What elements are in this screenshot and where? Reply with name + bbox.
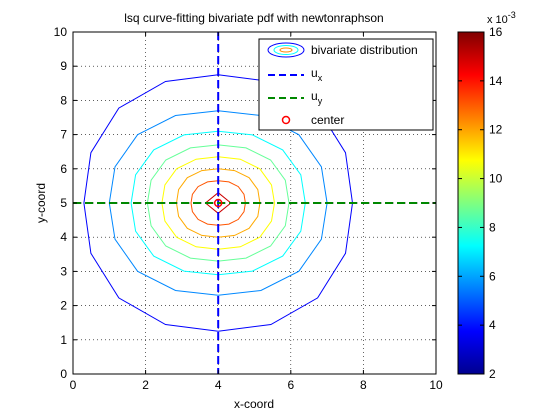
legend-uy-base: u <box>311 89 318 103</box>
x-tick-label: 4 <box>215 378 222 392</box>
x-tick-label: 10 <box>429 378 443 392</box>
legend-contour-swatch <box>267 42 305 58</box>
y-tick-label: 2 <box>60 299 67 313</box>
colorbar-tick-label: 2 <box>489 367 496 381</box>
contour-level-3 <box>130 130 306 276</box>
legend-label-uy: uy <box>311 89 323 106</box>
colorbar-tick-label: 16 <box>489 25 503 39</box>
colorbar-tick-label: 14 <box>489 74 503 88</box>
y-tick-label: 6 <box>60 162 67 176</box>
y-axis: 0 1 2 3 4 5 6 7 8 9 10 <box>54 25 436 381</box>
x-tick-label: 8 <box>360 378 367 392</box>
y-tick-label: 10 <box>54 25 68 39</box>
colorbar-multiplier-base: x 10 <box>487 14 508 26</box>
colorbar-ticks: 2 4 6 8 10 12 14 16 <box>458 25 503 381</box>
reference-lines <box>73 32 436 374</box>
colorbar-tick-label: 8 <box>489 220 496 234</box>
colorbar-tick-label: 6 <box>489 269 496 283</box>
colorbar-multiplier: x 10-3 <box>487 10 516 26</box>
legend-ux-base: u <box>311 66 318 80</box>
colorbar: 2 4 6 8 10 12 14 16 x 10-3 <box>457 10 516 381</box>
y-tick-label: 7 <box>60 128 67 142</box>
x-axis-label: x-coord <box>234 397 274 411</box>
x-tick-label: 0 <box>70 378 77 392</box>
colorbar-gradient <box>457 31 485 375</box>
legend-uy-sub: y <box>318 96 323 106</box>
center-marker <box>213 198 223 208</box>
y-tick-label: 3 <box>60 264 67 278</box>
legend-label-center: center <box>311 113 344 127</box>
y-tick-label: 9 <box>60 59 67 73</box>
colorbar-multiplier-exp: -3 <box>508 10 516 20</box>
legend-swatch-center <box>281 115 291 125</box>
y-tick-label: 0 <box>60 367 67 381</box>
legend-label-ux: ux <box>311 66 323 83</box>
y-tick-label: 4 <box>60 230 67 244</box>
legend: bivariate distribution ux uy center <box>258 38 434 131</box>
x-tick-label: 2 <box>142 378 149 392</box>
contour-level-7 <box>190 180 246 226</box>
colorbar-tick-label: 10 <box>489 172 503 186</box>
x-axis: 0 2 4 6 8 10 <box>70 32 443 392</box>
colorbar-tick-label: 4 <box>489 318 496 332</box>
y-axis-label: y-coord <box>34 183 48 223</box>
colorbar-tick-label: 12 <box>489 123 503 137</box>
y-tick-label: 1 <box>60 333 67 347</box>
y-tick-label: 8 <box>60 93 67 107</box>
y-tick-label: 5 <box>60 196 67 210</box>
legend-label-bivariate: bivariate distribution <box>311 43 418 57</box>
legend-ux-sub: x <box>318 73 323 83</box>
x-tick-label: 6 <box>287 378 294 392</box>
chart-title: lsq curve-fitting bivariate pdf with new… <box>124 11 383 25</box>
